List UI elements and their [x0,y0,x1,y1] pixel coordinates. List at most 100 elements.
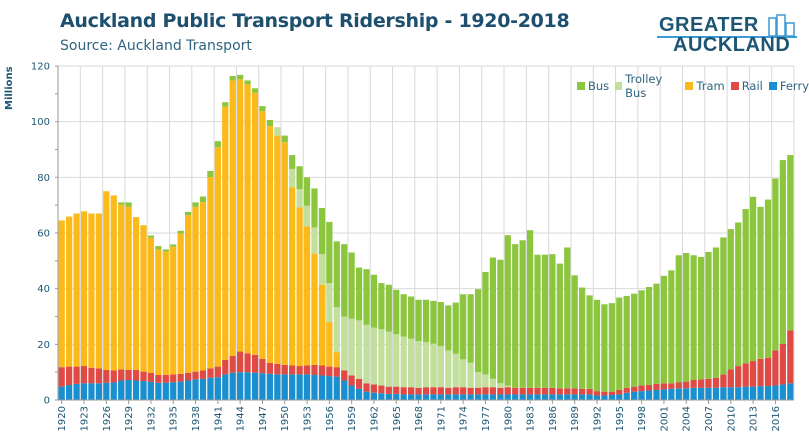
x-tick-label: 2016 [771,406,782,431]
bar-rail-2003 [675,382,682,389]
bar-rail-1999 [645,384,653,391]
legend-item-trolley-bus: Trolley Bus [615,72,679,100]
logo-underline [657,36,797,38]
bar-rail-2008 [712,377,720,388]
bar-bus-1945 [244,80,251,85]
bar-rail-1996 [623,387,630,393]
bar-tram-1929 [125,206,132,370]
bar-rail-1958 [341,370,348,381]
bar-bus-1990 [579,287,586,389]
bar-bus-2018 [787,155,794,331]
bar-bus-1951 [289,155,296,169]
bar-rail-1946 [251,354,259,373]
bar-ferry-1948 [266,373,273,400]
bar-ferry-1978 [489,394,497,400]
greater-auckland-logo: GREATER AUCKLAND [657,14,802,60]
bar-rail-2012 [742,363,749,387]
bar-rail-2005 [690,379,697,388]
bar-bus-1978 [489,257,497,379]
bar-rail-1993 [601,391,608,396]
bar-tram-1956 [326,322,333,367]
bar-rail-1943 [229,356,236,373]
bar-ferry-1930 [132,380,140,400]
bar-tram-1921 [66,216,73,367]
bar-ferry-1977 [482,394,489,400]
bar-tram-1949 [274,135,281,364]
bar-rail-2007 [705,378,712,388]
bar-rail-2001 [660,383,668,390]
bar-rail-2017 [779,343,786,385]
bar-rail-2002 [668,383,675,389]
bar-ferry-1927 [110,382,117,400]
bar-rail-1921 [66,366,73,385]
bar-rail-1981 [512,387,519,395]
legend-label-tram: Tram [696,79,725,93]
bar-tram-1927 [110,195,117,371]
bar-bus-1971 [437,302,444,347]
legend-label-bus: Bus [588,79,610,93]
bar-ferry-1928 [118,380,125,400]
bar-bus-1963 [378,283,385,330]
bar-trolley-bus-1964 [385,331,392,387]
bar-bus-2002 [668,270,675,384]
bar-ferry-1933 [155,382,162,400]
bar-ferry-2012 [742,386,749,400]
bar-ferry-1974 [460,394,467,400]
bar-rail-1975 [467,387,474,395]
bar-ferry-1998 [638,391,645,400]
bar-tram-1952 [296,207,303,367]
bar-rail-2009 [720,374,727,388]
bar-tram-1936 [177,233,184,374]
bar-rail-1942 [222,359,229,375]
bar-tram-1925 [95,213,103,369]
legend-item-bus: Bus [577,79,609,93]
bar-bus-1957 [333,241,340,308]
x-tick-label: 1965 [392,406,403,431]
y-tick-label: 60 [37,229,50,240]
bar-bus-1939 [199,196,207,203]
bar-tram-1957 [333,352,340,368]
bar-bus-2010 [727,229,734,370]
bar-ferry-1934 [162,382,169,400]
bar-rail-1926 [103,369,110,383]
bar-bus-1946 [251,88,259,93]
bar-rail-1990 [579,388,586,395]
bar-rail-1980 [504,387,511,395]
bar-rail-2011 [735,366,742,388]
bar-ferry-1973 [452,394,459,400]
bar-trolley-bus-1965 [393,334,400,387]
bar-ferry-1980 [504,394,511,400]
bar-ferry-1922 [73,383,80,400]
bar-bus-1966 [400,294,407,337]
bar-rail-1931 [140,371,147,382]
chart-subtitle: Source: Auckland Transport [60,38,252,54]
legend-swatch-bus [577,82,585,90]
bar-trolley-bus-1955 [318,254,326,285]
bar-ferry-1999 [645,390,653,400]
bar-bus-2008 [712,247,720,378]
legend-item-rail: Rail [730,79,763,93]
bar-rail-1997 [631,386,638,392]
bar-bus-1961 [363,269,370,325]
x-tick-label: 1920 [57,406,68,431]
bar-bus-1960 [355,267,363,321]
bar-tram-1950 [281,142,288,365]
bar-rail-1933 [155,374,162,383]
bar-bus-2004 [683,253,690,382]
bar-bus-1973 [452,302,459,354]
bar-ferry-1968 [415,394,422,400]
bar-ferry-2013 [749,386,757,400]
bar-rail-1920 [58,367,65,387]
bar-rail-1970 [430,387,437,395]
bar-bus-1965 [393,289,400,335]
bar-trolley-bus-1974 [460,359,467,388]
legend-label-rail: Rail [741,79,763,93]
bar-bus-1933 [155,246,162,250]
bar-trolley-bus-1968 [415,340,422,388]
bar-ferry-2009 [720,387,727,400]
bar-rail-1930 [132,369,140,381]
bar-rail-1954 [311,364,318,375]
bar-trolley-bus-1970 [430,343,437,388]
bar-bus-1929 [125,202,132,207]
